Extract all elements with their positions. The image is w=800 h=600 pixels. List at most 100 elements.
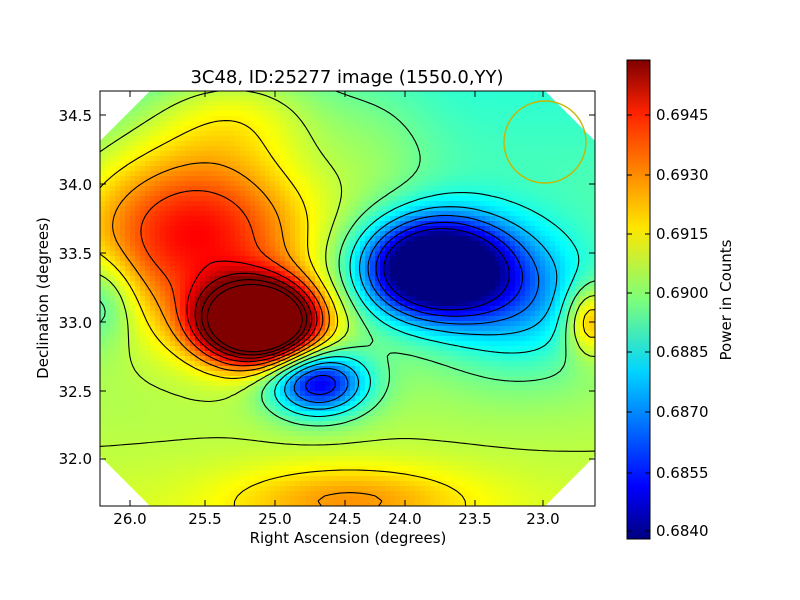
heat-cell	[210, 341, 216, 347]
heat-cell	[310, 311, 316, 317]
heat-cell	[245, 341, 251, 347]
heat-cell	[460, 121, 466, 127]
heat-cell	[415, 221, 421, 227]
heat-cell	[260, 311, 266, 317]
heat-cell	[260, 176, 266, 182]
heat-cell	[505, 111, 511, 117]
heat-cell	[530, 201, 536, 207]
heat-cell	[225, 126, 231, 132]
heat-cell	[125, 226, 131, 232]
heat-cell	[160, 116, 166, 122]
heat-cell	[575, 196, 581, 202]
heat-cell	[470, 166, 476, 172]
heat-cell	[490, 321, 496, 327]
heat-cell	[225, 191, 231, 197]
heat-cell	[325, 261, 331, 267]
heat-cell	[200, 336, 206, 342]
heat-cell	[455, 231, 461, 237]
heat-cell	[220, 121, 226, 127]
heat-cell	[185, 126, 191, 132]
heat-cell	[145, 341, 151, 347]
heat-cell	[485, 171, 491, 177]
heat-cell	[190, 316, 196, 322]
heat-cell	[430, 91, 436, 97]
heat-cell	[555, 106, 561, 112]
heat-cell	[535, 91, 541, 97]
heat-cell	[550, 336, 556, 342]
heat-cell	[200, 186, 206, 192]
heat-cell	[185, 266, 191, 272]
heat-cell	[150, 116, 156, 122]
heat-cell	[190, 151, 196, 157]
heat-cell	[275, 191, 281, 197]
heat-cell	[195, 176, 201, 182]
heat-cell	[390, 226, 396, 232]
heat-cell	[125, 261, 131, 267]
heat-cell	[345, 111, 351, 117]
heat-cell	[295, 141, 301, 147]
heat-cell	[500, 261, 506, 267]
heat-cell	[215, 196, 221, 202]
heat-cell	[105, 286, 111, 292]
heat-cell	[290, 106, 296, 112]
heat-cell	[260, 191, 266, 197]
heat-cell	[385, 101, 391, 107]
heat-cell	[145, 121, 151, 127]
heat-cell	[380, 201, 386, 207]
heat-cell	[575, 156, 581, 162]
heat-cell	[175, 146, 181, 152]
heat-cell	[110, 326, 116, 332]
heat-cell	[515, 146, 521, 152]
heat-cell	[125, 201, 131, 207]
heat-cell	[565, 236, 571, 242]
heat-cell	[140, 201, 146, 207]
heat-cell	[580, 281, 586, 287]
heat-cell	[425, 96, 431, 102]
heat-cell	[315, 281, 321, 287]
heat-cell	[585, 276, 591, 282]
heat-cell	[405, 326, 411, 332]
heat-cell	[355, 196, 361, 202]
heat-cell	[440, 271, 446, 277]
heat-cell	[380, 166, 386, 172]
heat-cell	[485, 206, 491, 212]
heat-cell	[240, 126, 246, 132]
heat-cell	[450, 181, 456, 187]
heat-cell	[515, 176, 521, 182]
heat-cell	[535, 216, 541, 222]
heat-cell	[160, 271, 166, 277]
heat-cell	[225, 116, 231, 122]
heat-cell	[160, 301, 166, 307]
heat-cell	[215, 226, 221, 232]
heat-cell	[555, 201, 561, 207]
heat-cell	[265, 186, 271, 192]
heat-cell	[475, 121, 481, 127]
heat-cell	[235, 286, 241, 292]
heat-cell	[105, 276, 111, 282]
heat-cell	[230, 166, 236, 172]
heat-cell	[580, 326, 586, 332]
heat-cell	[455, 261, 461, 267]
heat-cell	[505, 201, 511, 207]
heat-cell	[215, 321, 221, 327]
heat-cell	[555, 146, 561, 152]
heat-cell	[545, 191, 551, 197]
heat-cell	[180, 221, 186, 227]
heat-cell	[515, 276, 521, 282]
heat-cell	[500, 236, 506, 242]
heat-cell	[370, 276, 376, 282]
heat-cell	[250, 281, 256, 287]
heat-cell	[420, 271, 426, 277]
heat-cell	[410, 226, 416, 232]
heat-cell	[550, 131, 556, 137]
heat-cell	[435, 141, 441, 147]
heat-cell	[160, 216, 166, 222]
heat-cell	[495, 106, 501, 112]
heat-cell	[175, 141, 181, 147]
heat-cell	[180, 146, 186, 152]
heat-cell	[410, 286, 416, 292]
heat-cell	[130, 106, 136, 112]
heat-cell	[370, 226, 376, 232]
heat-cell	[500, 201, 506, 207]
heat-cell	[360, 276, 366, 282]
